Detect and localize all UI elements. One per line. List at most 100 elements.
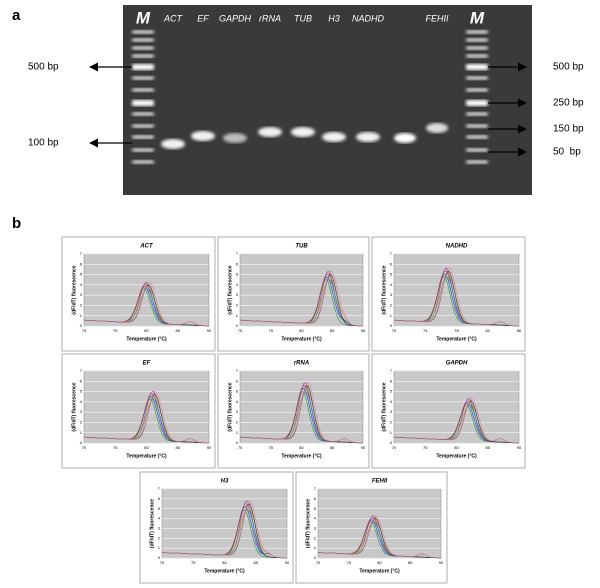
ladder-band	[466, 30, 488, 34]
melt-curve	[239, 271, 364, 327]
ladder-band	[132, 112, 154, 116]
ladder-band	[466, 54, 488, 58]
x-tick-label: 85	[408, 560, 413, 565]
x-tick-label: 70	[316, 560, 321, 565]
melt-curve	[317, 515, 442, 559]
size-marker-label: 100 bp	[28, 138, 59, 149]
ladder-band	[132, 46, 154, 50]
x-tick-label: 78	[454, 328, 459, 333]
y-tick-label: 3	[390, 292, 393, 297]
ladder-band	[132, 76, 154, 80]
sample-band	[161, 139, 185, 149]
ladder-band	[466, 46, 488, 50]
x-axis-label: Temperature (°C)	[204, 568, 245, 574]
plot-title: TUB	[295, 244, 308, 250]
ladder-band	[466, 76, 488, 80]
y-tick-label: 4	[390, 282, 393, 287]
ladder-band	[132, 148, 154, 152]
x-axis-label: Temperature (°C)	[126, 453, 167, 459]
y-tick-label: 2	[236, 302, 239, 307]
x-tick-label: 70	[392, 445, 397, 450]
y-tick-label: 0	[236, 323, 239, 328]
ladder-band	[466, 124, 488, 128]
y-tick-label: 2	[390, 302, 393, 307]
x-tick-label: 70	[160, 560, 165, 565]
lane-label: M	[470, 8, 485, 27]
ladder-band	[466, 135, 488, 139]
y-tick-label: 5	[236, 272, 239, 277]
y-tick-label: 6	[390, 378, 393, 383]
plot-title: GAPDH	[446, 361, 468, 367]
ladder-band	[132, 100, 154, 106]
y-tick-label: 5	[390, 272, 393, 277]
y-tick-label: 7	[390, 368, 393, 373]
melt-curve	[161, 500, 288, 559]
y-tick-label: 6	[390, 261, 393, 266]
size-marker-label: 150 bp	[553, 124, 584, 135]
x-tick-label: 90	[285, 560, 290, 565]
sample-band	[394, 133, 416, 143]
y-tick-label: 1	[390, 313, 393, 318]
x-axis-label: Temperature (°C)	[126, 336, 167, 342]
y-tick-label: 4	[80, 282, 83, 287]
ladder-band	[132, 64, 154, 70]
plot-area	[317, 488, 442, 559]
x-tick-label: 75	[113, 328, 118, 333]
x-axis-label: Temperature (°C)	[281, 453, 322, 459]
y-tick-label: 0	[80, 440, 83, 445]
sample-band	[322, 132, 346, 142]
ladder-band	[466, 112, 488, 116]
y-tick-label: 2	[390, 419, 393, 424]
x-tick-label: 85	[486, 445, 491, 450]
y-tick-label: 3	[236, 292, 239, 297]
y-tick-label: 7	[236, 368, 239, 373]
y-tick-label: 6	[158, 496, 161, 501]
y-tick-label: 7	[314, 486, 317, 491]
plot-title: H3	[221, 479, 229, 485]
size-marker-label: 500 bp	[553, 62, 584, 73]
sample-band	[258, 127, 282, 137]
lane-label: NADHD	[352, 13, 385, 23]
x-tick-label: 80	[144, 445, 149, 450]
plot-area	[393, 253, 520, 327]
x-tick-label: 82	[486, 328, 491, 333]
x-tick-label: 90	[361, 328, 366, 333]
ladder-band	[466, 100, 488, 106]
x-tick-label: 75	[191, 560, 196, 565]
y-tick-label: 7	[236, 251, 239, 256]
plot-area	[239, 253, 364, 327]
x-tick-label: 85	[330, 328, 335, 333]
gel	[123, 5, 532, 195]
plot-title: FEHII	[372, 479, 388, 485]
plot-area	[83, 370, 210, 444]
y-tick-label: 2	[158, 535, 161, 540]
y-tick-label: 1	[314, 545, 317, 550]
y-tick-label: 5	[80, 389, 83, 394]
y-tick-label: 1	[80, 430, 83, 435]
y-tick-label: 1	[236, 430, 239, 435]
y-tick-label: 4	[390, 399, 393, 404]
y-tick-label: 0	[158, 555, 161, 560]
y-tick-label: 5	[80, 272, 83, 277]
y-axis-label: (dF/dT) fluorescence	[381, 265, 387, 314]
ladder-band	[466, 64, 488, 70]
lane-label: ACT	[163, 13, 184, 23]
y-tick-label: 7	[158, 486, 161, 491]
x-tick-label: 86	[517, 328, 522, 333]
sample-band	[223, 133, 247, 143]
y-tick-label: 7	[80, 368, 83, 373]
plot-area	[239, 370, 364, 444]
y-tick-label: 3	[158, 525, 161, 530]
x-tick-label: 85	[330, 445, 335, 450]
melt-curve	[239, 381, 364, 444]
x-tick-label: 80	[222, 560, 227, 565]
x-tick-label: 90	[517, 445, 522, 450]
size-marker-label: 50 bp	[553, 147, 581, 158]
panel-label: a	[12, 7, 21, 24]
x-tick-label: 80	[299, 445, 304, 450]
x-tick-label: 70	[82, 445, 87, 450]
y-axis-label: (dF/dT) fluorescence	[71, 382, 77, 431]
size-marker-label: 500 bp	[28, 62, 59, 73]
ladder-band	[466, 88, 488, 92]
x-tick-label: 80	[454, 445, 459, 450]
